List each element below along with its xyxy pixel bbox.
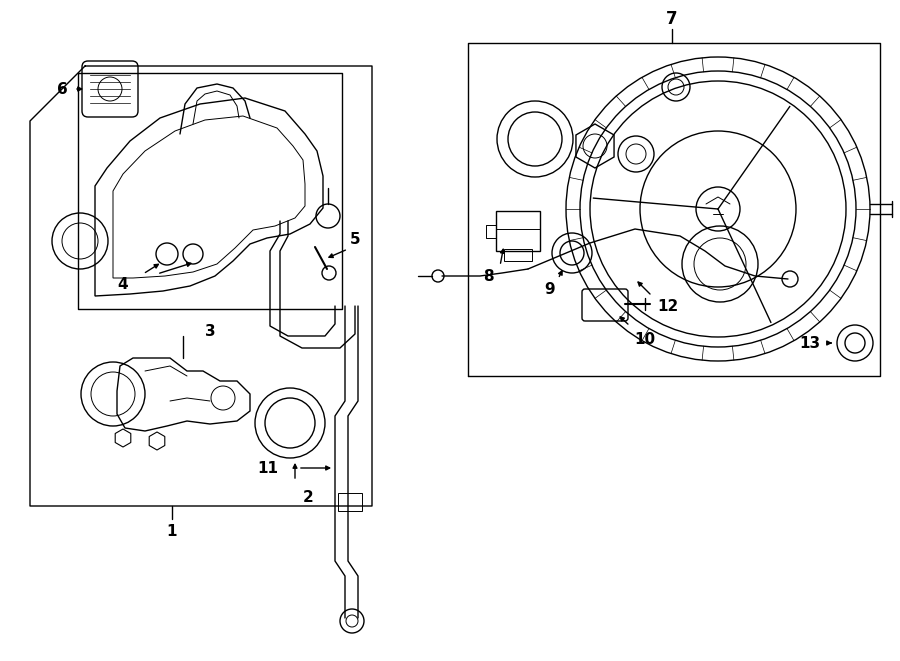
Text: 7: 7	[666, 10, 678, 28]
Text: 5: 5	[350, 231, 360, 247]
Text: 13: 13	[799, 336, 821, 350]
Text: 6: 6	[57, 81, 68, 97]
Text: 9: 9	[544, 282, 555, 297]
Text: 10: 10	[634, 332, 655, 346]
Text: 1: 1	[166, 524, 177, 539]
Text: 3: 3	[204, 323, 215, 338]
Text: 4: 4	[118, 276, 129, 292]
Text: 12: 12	[657, 299, 679, 313]
Text: 11: 11	[257, 461, 278, 475]
Text: 2: 2	[302, 490, 313, 506]
Text: 8: 8	[482, 268, 493, 284]
